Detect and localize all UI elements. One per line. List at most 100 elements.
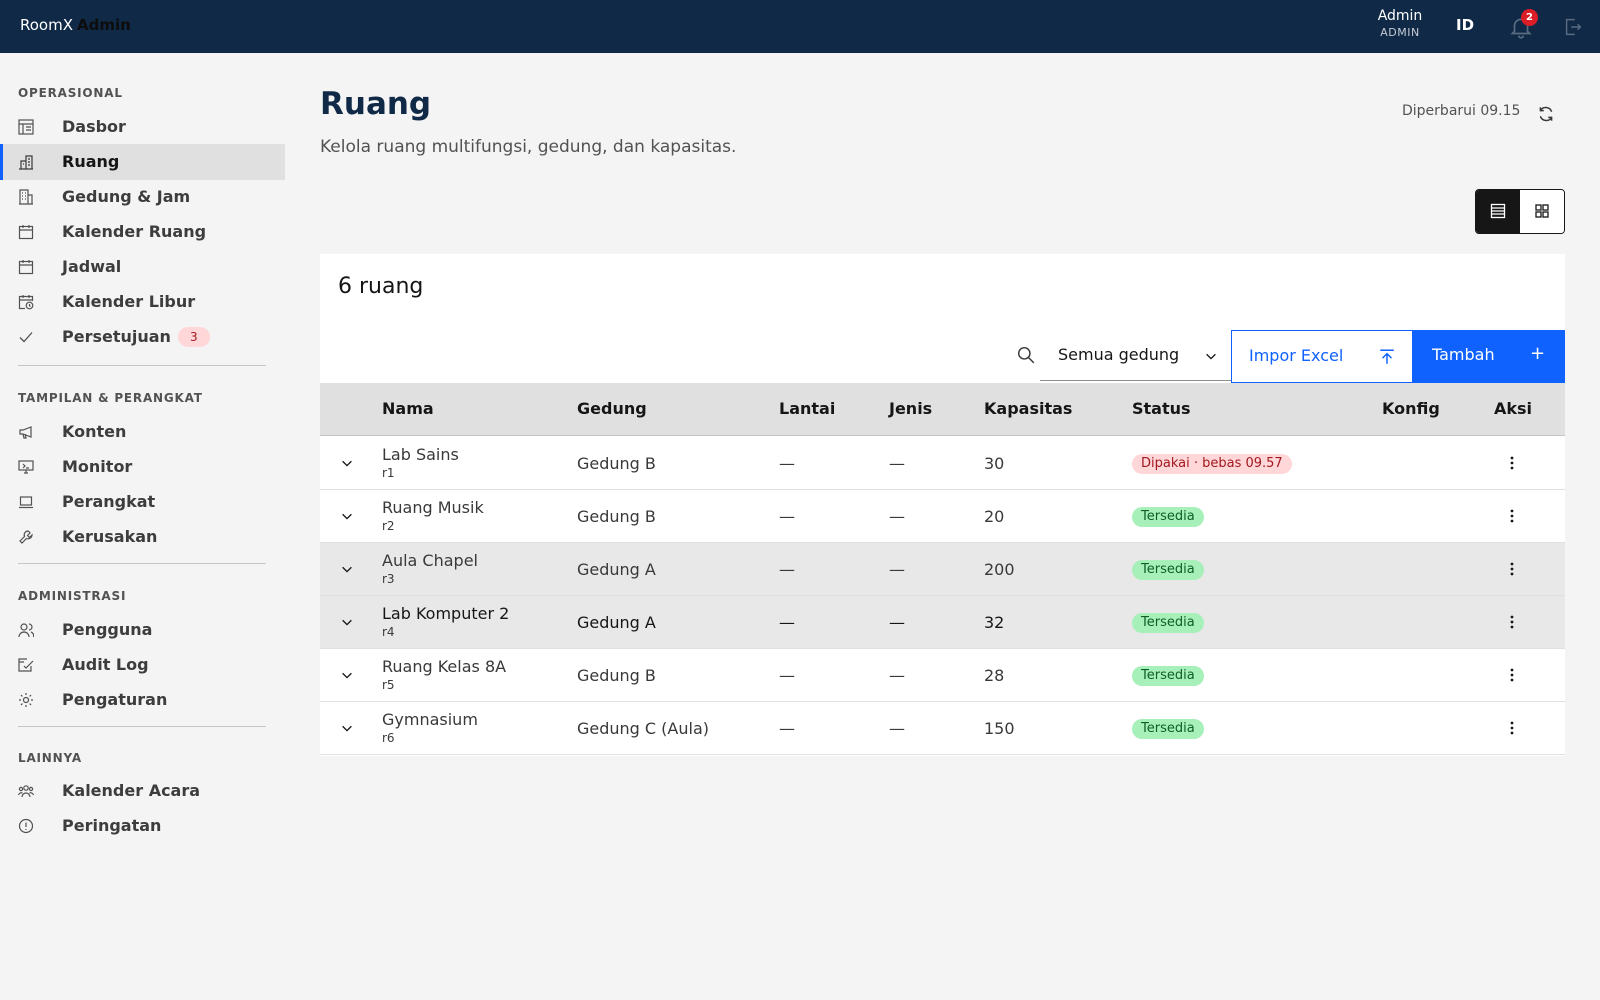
sidebar-item-label: Konten (62, 422, 127, 441)
list-view-button[interactable] (1476, 190, 1520, 233)
table-row[interactable]: Ruang Kelas 8A r5 Gedung B — — 28 Tersedia (320, 649, 1565, 702)
sidebar-item-kalender-ruang[interactable]: Kalender Ruang (0, 214, 285, 250)
sidebar-item-label: Perangkat (62, 492, 156, 511)
column-header-config: Konfig (1382, 399, 1440, 418)
sidebar-item-label: Audit Log (62, 655, 149, 674)
top-bar: RoomX Admin Admin ADMIN ID 2 (0, 0, 1600, 53)
room-floor: — (779, 560, 795, 579)
page-subtitle: Kelola ruang multifungsi, gedung, dan ka… (320, 137, 737, 157)
sidebar-item-pengaturan[interactable]: Pengaturan (0, 682, 285, 718)
overflow-menu-icon[interactable] (1502, 612, 1522, 632)
chevron-down-icon[interactable] (340, 509, 354, 523)
app-brand[interactable]: RoomX Admin (20, 16, 131, 34)
room-floor: — (779, 719, 795, 738)
room-type: — (889, 560, 905, 579)
overflow-menu-icon[interactable] (1502, 559, 1522, 579)
table-header: Nama Gedung Lantai Jenis Kapasitas Statu… (320, 383, 1565, 436)
sidebar-item-jadwal[interactable]: Jadwal (0, 249, 285, 285)
sidebar-item-persetujuan[interactable]: Persetujuan 3 (0, 319, 285, 355)
dashboard-icon (18, 119, 34, 135)
sidebar-item-audit-log[interactable]: Audit Log (0, 647, 285, 683)
view-toggle (1475, 189, 1565, 234)
sidebar-item-dasbor[interactable]: Dasbor (0, 109, 285, 145)
room-code: r6 (382, 731, 395, 745)
language-switch[interactable]: ID (1456, 16, 1475, 34)
logout-icon[interactable] (1562, 16, 1586, 40)
room-name: Lab Komputer 2 (382, 604, 510, 623)
grid-view-button[interactable] (1520, 190, 1564, 233)
list-icon (1490, 203, 1506, 219)
table-row[interactable]: Lab Sains r1 Gedung B — — 30 Dipakai · bebas 0… (320, 437, 1565, 490)
sidebar-item-monitor[interactable]: Monitor (0, 449, 285, 485)
status-badge: Tersedia (1132, 613, 1204, 633)
table-row[interactable]: Gymnasium r6 Gedung C (Aula) — — 150 Tersedia (320, 702, 1565, 755)
room-floor: — (779, 613, 795, 632)
search-button[interactable] (1002, 330, 1052, 380)
room-code: r2 (382, 519, 395, 533)
sidebar: OPERASIONAL Dasbor Ruang Gedung & Jam Ka… (0, 53, 285, 1000)
add-room-label: Tambah (1432, 345, 1495, 364)
grid-icon (1535, 204, 1549, 218)
room-code: r1 (382, 466, 395, 480)
building-icon (18, 154, 34, 170)
users-icon (18, 622, 35, 638)
sidebar-item-gedung-jam[interactable]: Gedung & Jam (0, 179, 285, 215)
room-name: Ruang Musik (382, 498, 484, 517)
sidebar-item-label: Dasbor (62, 117, 126, 136)
calendar-icon (18, 259, 34, 275)
refresh-icon[interactable] (1537, 105, 1555, 123)
chevron-down-icon[interactable] (340, 456, 354, 470)
warning-icon (18, 818, 34, 834)
column-header-floor: Lantai (779, 399, 836, 418)
rooms-count: 6 ruang (338, 274, 424, 299)
sidebar-item-label: Pengguna (62, 620, 153, 639)
overflow-menu-icon[interactable] (1502, 665, 1522, 685)
building-filter-select[interactable]: Semua gedung (1040, 330, 1232, 381)
sidebar-item-label: Kalender Ruang (62, 222, 207, 241)
megaphone-icon (18, 424, 34, 440)
audit-icon (18, 657, 34, 673)
sidebar-section-title: ADMINISTRASI (18, 589, 127, 603)
overflow-menu-icon[interactable] (1502, 718, 1522, 738)
monitor-icon (18, 459, 34, 475)
room-capacity: 20 (984, 507, 1005, 526)
sidebar-item-kalender-libur[interactable]: Kalender Libur (0, 284, 285, 320)
import-excel-label: Impor Excel (1249, 346, 1344, 365)
sidebar-item-perangkat[interactable]: Perangkat (0, 484, 285, 520)
column-header-status: Status (1132, 399, 1191, 418)
sidebar-item-label: Jadwal (62, 257, 122, 276)
chevron-down-icon[interactable] (340, 562, 354, 576)
column-header-name: Nama (382, 399, 434, 418)
chevron-down-icon[interactable] (340, 615, 354, 629)
overflow-menu-icon[interactable] (1502, 453, 1522, 473)
user-role: ADMIN (1380, 26, 1420, 39)
table-row[interactable]: Aula Chapel r3 Gedung A — — 200 Tersedia (320, 543, 1565, 596)
sidebar-item-kalender-acara[interactable]: Kalender Acara (0, 773, 285, 809)
room-building: Gedung B (577, 454, 656, 473)
user-menu[interactable]: Admin ADMIN (1360, 8, 1440, 39)
room-building: Gedung A (577, 560, 656, 579)
sidebar-item-pengguna[interactable]: Pengguna (0, 612, 285, 648)
import-excel-button[interactable]: Impor Excel (1231, 330, 1413, 383)
column-header-actions: Aksi (1494, 399, 1533, 418)
sidebar-item-label: Persetujuan (62, 327, 171, 346)
overflow-menu-icon[interactable] (1502, 506, 1522, 526)
room-type: — (889, 666, 905, 685)
room-code: r4 (382, 625, 395, 639)
room-capacity: 150 (984, 719, 1015, 738)
chevron-down-icon[interactable] (340, 721, 354, 735)
room-capacity: 28 (984, 666, 1005, 685)
upload-icon (1380, 349, 1394, 364)
page-title: Ruang (320, 86, 432, 122)
column-header-building: Gedung (577, 399, 647, 418)
chevron-down-icon[interactable] (340, 668, 354, 682)
sidebar-section-title: TAMPILAN & PERANGKAT (18, 391, 203, 405)
add-room-button[interactable]: Tambah + (1413, 330, 1565, 383)
sidebar-item-ruang[interactable]: Ruang (0, 144, 285, 180)
sidebar-item-konten[interactable]: Konten (0, 414, 285, 450)
table-row[interactable]: Lab Komputer 2 r4 Gedung A — — 32 Tersedia (320, 596, 1565, 649)
checkmark-icon (18, 329, 34, 345)
sidebar-item-peringatan[interactable]: Peringatan (0, 808, 285, 844)
table-row[interactable]: Ruang Musik r2 Gedung B — — 20 Tersedia (320, 490, 1565, 543)
sidebar-item-kerusakan[interactable]: Kerusakan (0, 519, 285, 555)
